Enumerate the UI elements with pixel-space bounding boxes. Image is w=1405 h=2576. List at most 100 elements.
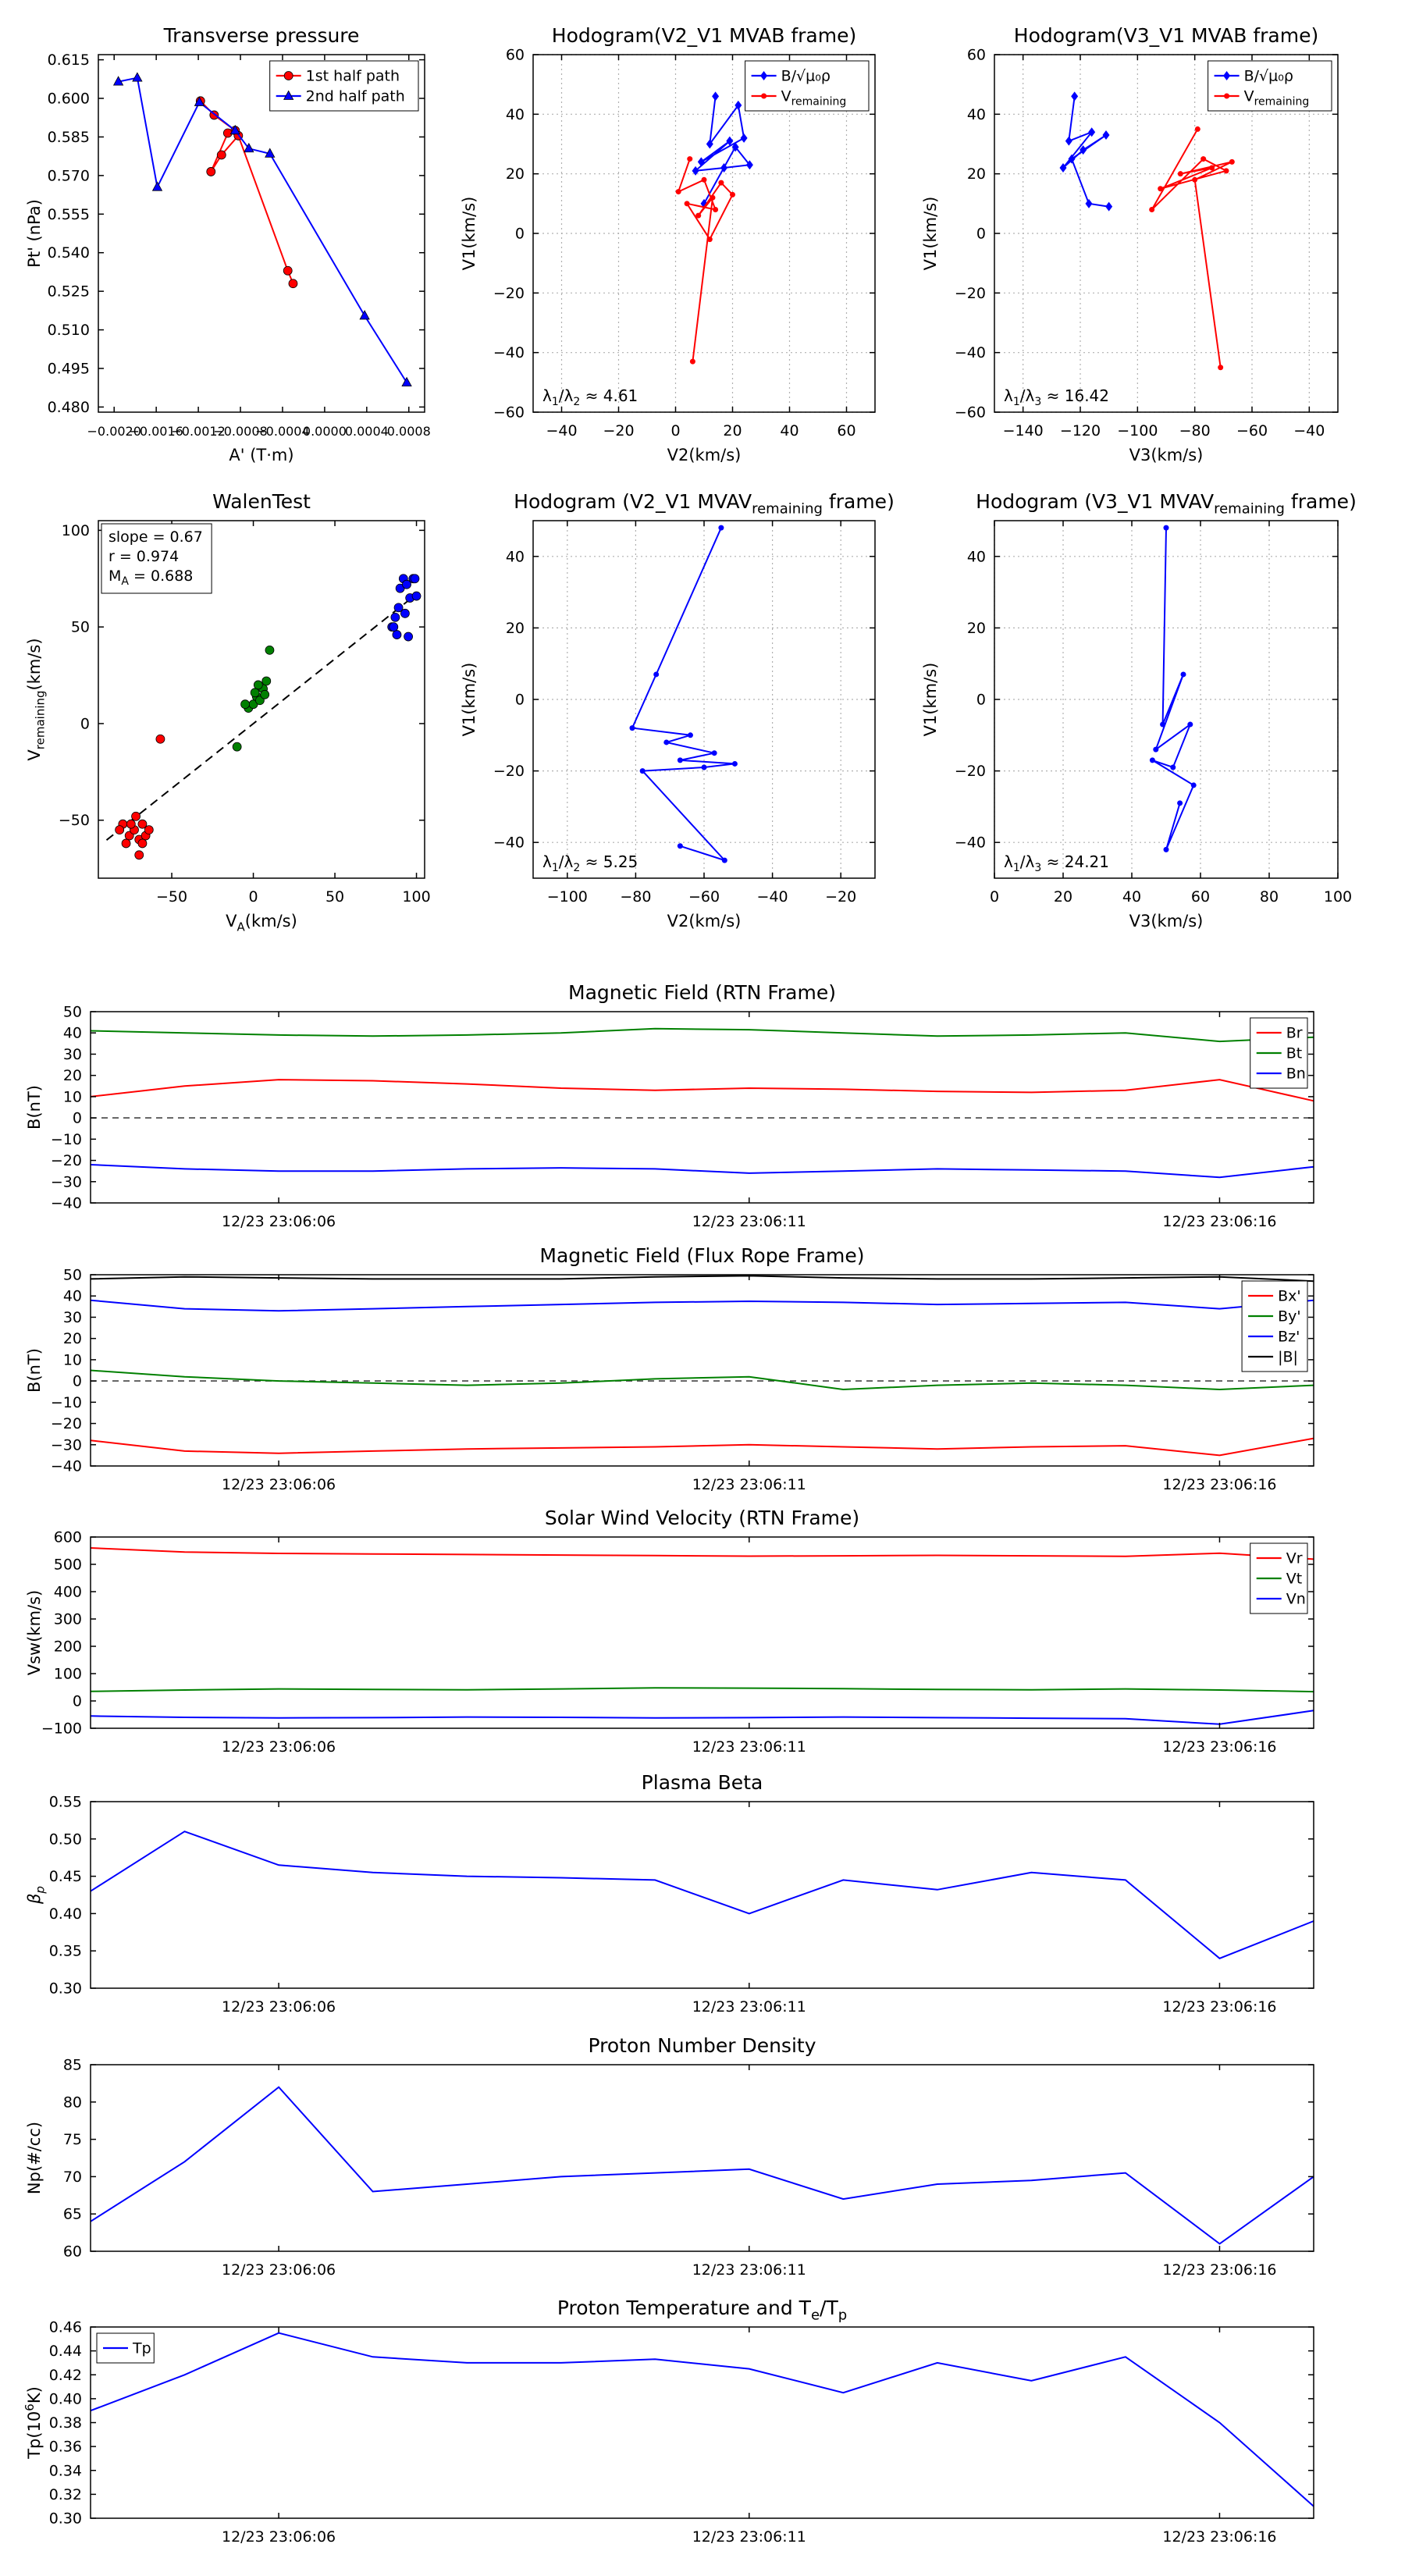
chart-title: Hodogram (V2_V1 MVAVremaining frame) bbox=[514, 490, 895, 517]
x-tick-label: 12/23 23:06:11 bbox=[692, 1476, 806, 1493]
x-axis-label: V2(km/s) bbox=[667, 912, 742, 930]
plot-area bbox=[629, 525, 738, 863]
markers-V-remaining bbox=[1149, 126, 1235, 371]
chart-title: Plasma Beta bbox=[642, 1771, 763, 1794]
legend-label: B/√μ₀ρ bbox=[781, 68, 831, 85]
chart-hodogram-v2v1-mvab: −40 −20 0 20 40 60 −60 −40 −20 0 20 40 60 Hodogram(V2… bbox=[455, 14, 892, 471]
x-tick-label: −60 bbox=[1236, 422, 1268, 439]
chart-walen-test: −50 0 50 100 −50 0 50 100 WalenTest VA(km/s) Vrema… bbox=[20, 480, 442, 937]
y-tick-label: 0.525 bbox=[48, 283, 90, 301]
y-tick-label: 0 bbox=[80, 715, 90, 732]
legend-label: B/√μ₀ρ bbox=[1244, 68, 1293, 85]
y-tick-label: 200 bbox=[54, 1638, 82, 1656]
x-tick-label: 0.0000 bbox=[303, 424, 347, 439]
chart-svg: −0.0020−0.0016−0.0012−0.0008−0.00040.000… bbox=[25, 24, 431, 464]
x-tick-label: −40 bbox=[546, 422, 577, 439]
legend-label: |B| bbox=[1278, 1349, 1298, 1366]
markers-points-last-interval bbox=[387, 574, 422, 642]
x-tick-label: 12/23 23:06:16 bbox=[1162, 1213, 1276, 1230]
axes-frame bbox=[90, 1011, 1314, 1204]
series-V-remaining bbox=[677, 158, 734, 362]
series-B-over-sqrt-mu0rho bbox=[692, 96, 752, 205]
x-tick-label: −120 bbox=[1060, 422, 1101, 439]
ticks: −140 −120 −100 −80 −60 −40 −60 −40 −20 0 20 40 60 bbox=[955, 47, 1338, 439]
legend: Bx' By' Bz' |B| bbox=[1241, 1280, 1308, 1372]
chart-title: Magnetic Field (RTN Frame) bbox=[568, 981, 836, 1004]
chart-transverse-pressure: −0.0020 −0.0016 −0.0012 −0.0008 −0.0004 0.000… bbox=[20, 14, 442, 471]
plot-area bbox=[90, 1547, 1314, 1725]
y-tick-label: 0 bbox=[73, 1373, 82, 1390]
y-tick-label: 60 bbox=[506, 47, 525, 64]
chart-svg: 0 20 40 60 80 100 −40 −20 0 20 40 Hodogram (V3_V1 M… bbox=[921, 490, 1357, 930]
x-tick-label: 12/23 23:06:06 bbox=[222, 1213, 336, 1230]
y-axis-label: V1(km/s) bbox=[921, 663, 940, 737]
chart-title: Hodogram (V3_V1 MVAVremaining frame) bbox=[976, 490, 1357, 517]
x-tick-label: 40 bbox=[780, 422, 799, 439]
ticks: −50 0 50 100 −50 0 50 100 bbox=[59, 521, 431, 906]
plot-area bbox=[90, 2086, 1314, 2245]
y-tick-label: 0.46 bbox=[49, 2319, 82, 2336]
x-tick-label: −20 bbox=[825, 888, 856, 906]
x-tick-label: 20 bbox=[723, 422, 742, 439]
x-tick-label: 12/23 23:06:06 bbox=[222, 1476, 336, 1493]
x-tick-label: −40 bbox=[1293, 422, 1325, 439]
y-tick-label: 0.55 bbox=[49, 1794, 82, 1811]
y-tick-label: 40 bbox=[63, 1288, 82, 1305]
series-Bn bbox=[90, 1164, 1314, 1179]
annotation: λ1/λ2 ≈ 4.61 bbox=[542, 386, 638, 408]
series-fit-line bbox=[105, 593, 418, 841]
y-tick-label: 0.30 bbox=[49, 1980, 82, 1998]
axes-frame bbox=[98, 520, 425, 879]
y-axis-label: βp bbox=[25, 1886, 47, 1905]
x-tick-label: −0.0012 bbox=[171, 424, 225, 439]
chart-title: Transverse pressure bbox=[163, 24, 360, 47]
chart-plasma-beta: 12/23 23:06:06 12/23 23:06:11 12/23 23:06:… bbox=[20, 1763, 1335, 2031]
series-Np bbox=[90, 2086, 1314, 2245]
series-1st-half-path bbox=[200, 100, 294, 284]
y-axis-label: Np(#/cc) bbox=[25, 2122, 44, 2194]
series-2nd-half-path bbox=[118, 76, 407, 383]
y-tick-label: 20 bbox=[63, 1330, 82, 1347]
chart-solar-wind-velocity: 12/23 23:06:06 12/23 23:06:11 12/23 23:06:… bbox=[20, 1498, 1335, 1771]
legend: 1st half path 2nd half path bbox=[269, 60, 419, 112]
legend: Br Bt Bn bbox=[1250, 1017, 1308, 1089]
x-tick-label: 12/23 23:06:11 bbox=[692, 1738, 806, 1756]
y-tick-label: −60 bbox=[955, 404, 986, 422]
y-tick-label: 100 bbox=[62, 522, 90, 539]
x-tick-label: 12/23 23:06:11 bbox=[692, 2261, 806, 2279]
markers-V-remaining bbox=[675, 156, 735, 365]
y-tick-label: −40 bbox=[493, 344, 525, 361]
plot-area bbox=[1149, 525, 1197, 852]
y-tick-label: 0.44 bbox=[49, 2343, 82, 2360]
legend: B/√μ₀ρ Vremaining bbox=[745, 60, 870, 112]
x-tick-label: 40 bbox=[1122, 888, 1141, 906]
axes-frame bbox=[98, 54, 425, 413]
y-axis-label: Pt' (nPa) bbox=[25, 199, 44, 268]
x-tick-label: −100 bbox=[1117, 422, 1158, 439]
y-tick-label: −40 bbox=[51, 1195, 82, 1212]
x-tick-label: −60 bbox=[688, 888, 720, 906]
y-tick-label: 85 bbox=[63, 2057, 82, 2074]
legend-label: 2nd half path bbox=[306, 88, 405, 105]
x-tick-label: 60 bbox=[837, 422, 855, 439]
y-tick-label: 0.40 bbox=[49, 1905, 82, 1923]
x-tick-label: 0.0004 bbox=[345, 424, 389, 439]
x-tick-label: 12/23 23:06:11 bbox=[692, 1213, 806, 1230]
ticks: 12/23 23:06:06 12/23 23:06:11 12/23 23:06:… bbox=[51, 1004, 1314, 1230]
x-tick-label: −140 bbox=[1003, 422, 1044, 439]
y-tick-label: −40 bbox=[955, 834, 986, 852]
x-tick-label: 80 bbox=[1260, 888, 1279, 906]
legend-label: Vt bbox=[1286, 1571, 1302, 1588]
y-tick-label: 60 bbox=[63, 2243, 82, 2261]
x-axis-label: A' (T·m) bbox=[229, 446, 293, 464]
markers-2nd-half-path bbox=[112, 72, 412, 387]
x-axis-label: VA(km/s) bbox=[226, 912, 297, 934]
x-tick-label: 0 bbox=[670, 422, 680, 439]
y-tick-label: 40 bbox=[506, 548, 525, 565]
ticks: 12/23 23:06:06 12/23 23:06:11 12/23 23:06:… bbox=[41, 1529, 1314, 1756]
y-tick-label: 0.30 bbox=[49, 2510, 82, 2528]
x-tick-label: 100 bbox=[402, 888, 430, 906]
y-tick-label: 0.570 bbox=[48, 167, 90, 184]
y-tick-label: −60 bbox=[493, 404, 525, 422]
